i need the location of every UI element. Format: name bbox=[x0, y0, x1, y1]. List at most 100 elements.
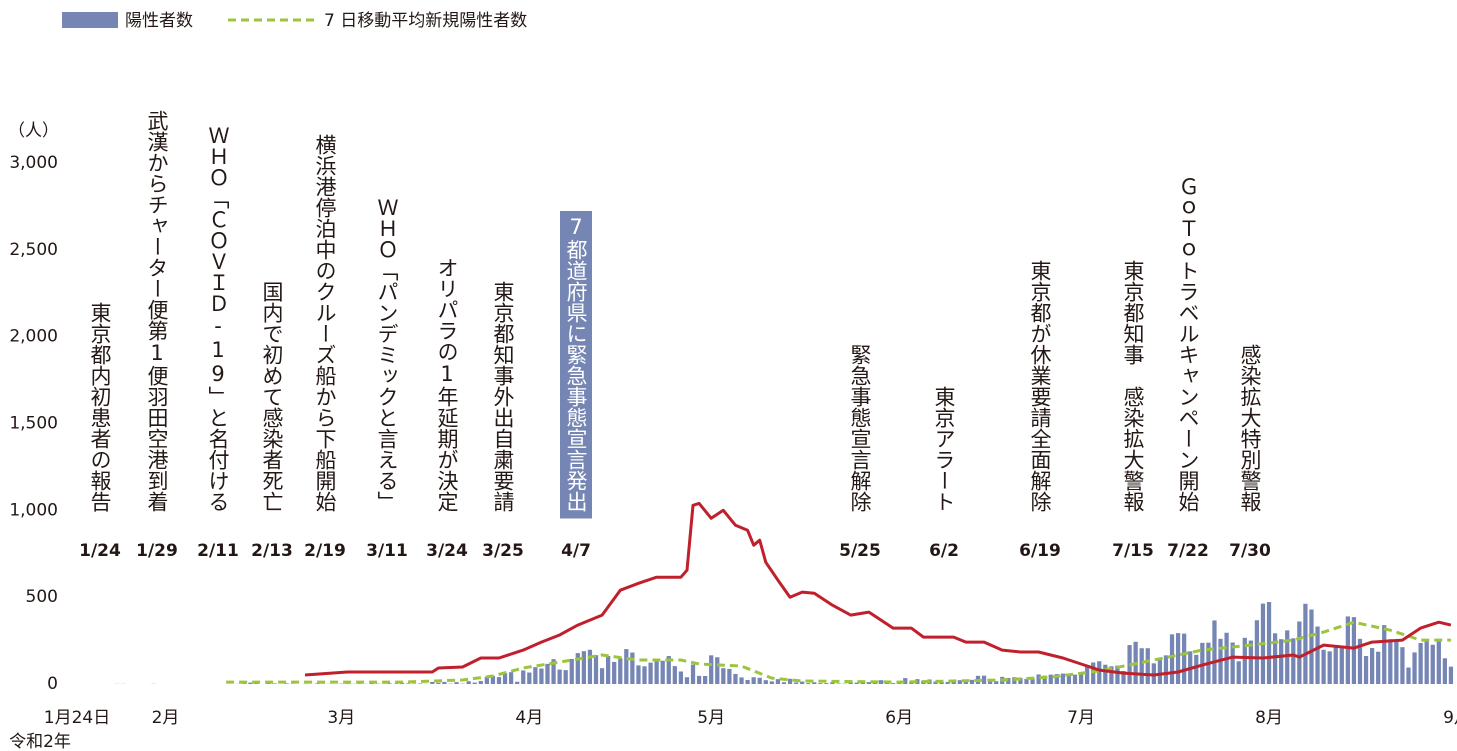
bar bbox=[969, 679, 975, 684]
bar bbox=[1048, 674, 1053, 684]
bar bbox=[1309, 609, 1314, 684]
annotation-text: オリパラの1年延期が決定 bbox=[435, 257, 459, 512]
annotation-date: 2/11 bbox=[197, 541, 239, 561]
bar bbox=[545, 663, 550, 684]
annotation-text: 感染拡大特別警報 bbox=[1238, 344, 1262, 512]
annotation: 東京都内初患者の報告 bbox=[88, 302, 112, 512]
bar bbox=[272, 683, 277, 684]
bar bbox=[1333, 645, 1338, 684]
bar bbox=[508, 672, 514, 684]
bar bbox=[939, 681, 944, 684]
bar bbox=[1115, 665, 1120, 684]
annotation: ＷＨＯ「パンデミックと言える」 bbox=[375, 197, 399, 512]
annotation-text: 東京アラート bbox=[932, 386, 956, 512]
bar bbox=[1285, 630, 1290, 684]
bar bbox=[599, 668, 605, 684]
bar bbox=[624, 649, 629, 684]
bar bbox=[757, 677, 762, 684]
bar bbox=[266, 683, 271, 684]
bar bbox=[1175, 633, 1181, 684]
bar bbox=[1182, 633, 1187, 684]
annotation-date: 6/19 bbox=[1019, 541, 1061, 561]
bar bbox=[593, 655, 599, 684]
x-tick-label: 8月 bbox=[1255, 708, 1283, 728]
bar bbox=[709, 655, 714, 684]
bar bbox=[1291, 638, 1296, 684]
bar bbox=[727, 668, 732, 684]
bar bbox=[1242, 637, 1247, 684]
x-tick-label: 2月 bbox=[152, 708, 180, 728]
annotation-date: 1/24 bbox=[79, 541, 121, 561]
bar bbox=[1042, 675, 1047, 684]
bar bbox=[636, 665, 641, 684]
annotation: ＧｏＴｏトラベルキャンペーン開始 bbox=[1176, 176, 1200, 512]
bar bbox=[1394, 639, 1399, 684]
bar bbox=[684, 677, 690, 684]
bar bbox=[745, 680, 750, 684]
annotation-date: 3/24 bbox=[426, 541, 468, 561]
bar bbox=[1018, 677, 1023, 684]
bar bbox=[1351, 617, 1357, 684]
bar bbox=[672, 666, 677, 684]
bar bbox=[957, 680, 962, 684]
bar bbox=[824, 683, 829, 684]
bar bbox=[1418, 643, 1423, 684]
bar bbox=[515, 681, 520, 684]
bar bbox=[581, 651, 586, 684]
bar bbox=[660, 660, 665, 684]
bar bbox=[1236, 661, 1241, 684]
bar bbox=[484, 676, 489, 684]
bar bbox=[248, 682, 253, 684]
bar bbox=[1321, 649, 1326, 684]
bar bbox=[1406, 667, 1411, 684]
y-tick-label: 0 bbox=[47, 674, 58, 694]
bar bbox=[521, 670, 526, 684]
bar bbox=[478, 681, 483, 684]
legend-label: 7 日移動平均新規陽性者数 bbox=[324, 11, 527, 31]
bar bbox=[793, 682, 799, 684]
bar bbox=[1266, 602, 1272, 684]
bar bbox=[1036, 674, 1041, 684]
bar bbox=[1200, 642, 1205, 684]
annotation: 東京アラート bbox=[932, 386, 956, 512]
x-tick-label: 4月 bbox=[515, 708, 543, 728]
bar bbox=[1157, 659, 1163, 684]
annotation: ＷＨＯ「ＣＯＶＩＤ-19」と名付ける bbox=[206, 125, 230, 512]
bar bbox=[606, 656, 611, 684]
bar bbox=[769, 681, 774, 684]
bar bbox=[539, 668, 544, 684]
bar bbox=[812, 682, 817, 684]
annotation-date: 7/15 bbox=[1112, 541, 1154, 561]
bar bbox=[418, 683, 423, 684]
bar bbox=[981, 675, 987, 684]
bar bbox=[630, 652, 635, 684]
bar bbox=[800, 681, 805, 684]
bar bbox=[284, 683, 289, 684]
annotation-text: 東京都知事外出自粛要請 bbox=[491, 281, 515, 512]
annotation-date: 3/25 bbox=[482, 541, 524, 561]
annotation-date: 4/7 bbox=[561, 541, 591, 561]
bar bbox=[1066, 673, 1072, 684]
bar bbox=[466, 681, 471, 684]
bar bbox=[890, 683, 896, 684]
bar bbox=[1194, 654, 1199, 684]
bar bbox=[703, 676, 708, 684]
bar bbox=[1085, 665, 1090, 684]
bar bbox=[1436, 641, 1441, 684]
bar bbox=[1097, 661, 1102, 684]
bar bbox=[527, 672, 532, 684]
bar bbox=[1448, 666, 1454, 684]
annotation-date: 2/13 bbox=[251, 541, 293, 561]
bar bbox=[1121, 670, 1126, 684]
bar bbox=[436, 682, 441, 684]
bar bbox=[787, 678, 793, 684]
bar bbox=[490, 675, 496, 684]
bar bbox=[866, 682, 871, 684]
bar bbox=[314, 683, 320, 684]
bar bbox=[721, 668, 726, 684]
bar bbox=[1169, 634, 1175, 684]
bar bbox=[1382, 625, 1387, 684]
bar bbox=[575, 653, 580, 684]
bar bbox=[1054, 674, 1059, 684]
y-tick-label: 1,000 bbox=[9, 500, 58, 520]
